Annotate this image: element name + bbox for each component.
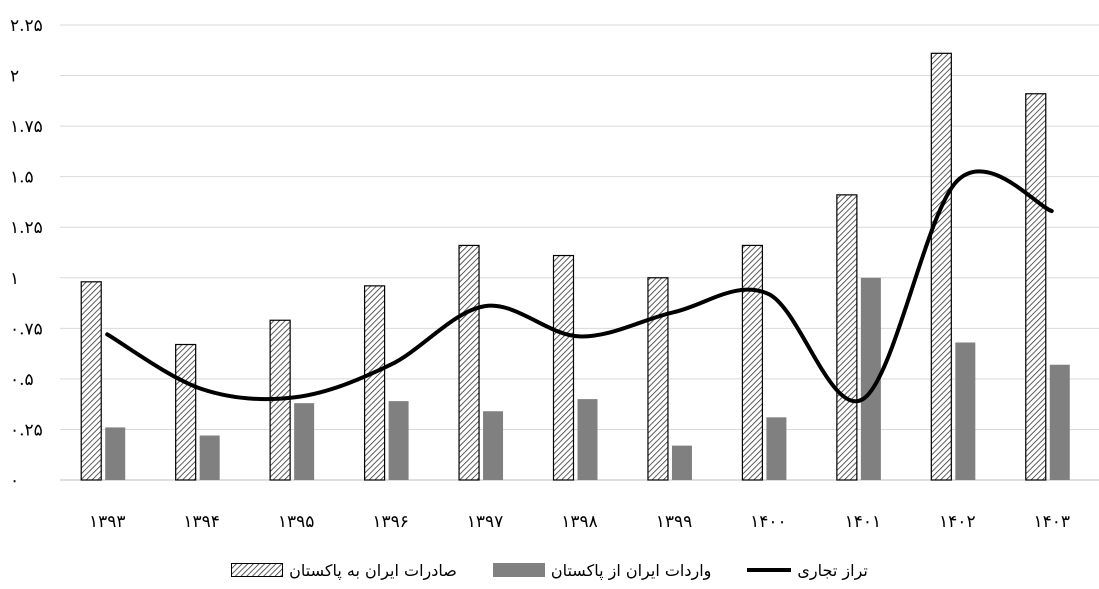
legend-label-balance: تراز تجاری (797, 560, 868, 580)
import-bar (577, 399, 598, 480)
x-tick-label: ۱۳۹۹ (656, 512, 693, 532)
y-tick-label: ۱.۵ (10, 168, 34, 188)
x-tick-label: ۱۴۰۰ (750, 512, 787, 532)
legend-swatch-imports (492, 563, 545, 577)
import-bar (483, 411, 504, 480)
bars (80, 52, 1070, 481)
x-tick-label: ۱۳۹۳ (89, 512, 126, 532)
import-bar (955, 342, 976, 480)
export-bar (836, 194, 858, 481)
y-tick-label: ۲.۲۵ (10, 16, 43, 36)
legend: تراز تجاری واردات ایران از پاکستان صادرا… (0, 556, 1099, 584)
legend-swatch-line (747, 568, 792, 572)
gridlines (60, 24, 1099, 481)
legend-label-exports: صادرات ایران به پاکستان (289, 560, 457, 580)
export-bar (458, 244, 480, 481)
export-bar (80, 281, 102, 481)
import-bar (199, 435, 220, 480)
x-tick-label: ۱۳۹۷ (467, 512, 504, 532)
export-bar (741, 244, 764, 481)
y-tick-label: ۲ (10, 67, 19, 87)
x-tick-label: ۱۳۹۸ (561, 512, 598, 532)
import-bar (671, 445, 692, 480)
legend-label-imports: واردات ایران از پاکستان (550, 560, 712, 580)
import-bar (766, 417, 787, 480)
import-bar (1049, 364, 1070, 480)
y-tick-label: ۱ (10, 269, 19, 289)
x-tick-label: ۱۴۰۲ (939, 512, 976, 532)
y-tick-label: ۱.۲۵ (10, 218, 43, 238)
legend-item-balance: تراز تجاری (747, 560, 868, 580)
import-bar (388, 401, 409, 480)
export-bar (175, 343, 197, 481)
y-tick-label: ۰.۲۵ (10, 420, 43, 440)
legend-swatch-exports (231, 563, 284, 577)
x-tick-label: ۱۳۹۵ (278, 512, 315, 532)
export-bar (363, 285, 386, 481)
x-axis-ticks: ۱۳۹۳ ۱۳۹۴ ۱۳۹۵ ۱۳۹۶ ۱۳۹۷ ۱۳۹۸ ۱۳۹۹ ۱۴۰۰ ۱۴۰۱ ۱۴۰۲… (89, 512, 1070, 532)
legend-item-exports: صادرات ایران به پاکستان (231, 561, 457, 580)
x-tick-label: ۱۴۰۳ (1034, 512, 1071, 532)
x-tick-label: ۱۳۹۶ (372, 512, 409, 532)
export-bar (1025, 93, 1047, 481)
trade-balance-line-group (105, 169, 1054, 404)
export-bar (930, 52, 952, 481)
export-bar (552, 254, 575, 481)
import-bar (294, 403, 315, 480)
export-bar (647, 277, 669, 481)
x-tick-label: ۱۳۹۴ (183, 512, 220, 532)
y-axis-ticks: ۰ ۰.۲۵ ۰.۵ ۰.۷۵ ۱ ۱.۲۵ ۱.۵ ۱.۷۵ ۲ ۲.۲۵ (10, 16, 43, 491)
y-tick-label: ۰.۵ (10, 370, 34, 390)
y-tick-label: ۰.۷۵ (10, 319, 43, 339)
import-bar (860, 277, 881, 480)
import-bar (105, 427, 126, 480)
y-tick-label: ۱.۷۵ (10, 117, 43, 137)
y-tick-label: ۰ (10, 471, 19, 491)
trade-balance-line (105, 169, 1054, 404)
legend-item-imports: واردات ایران از پاکستان (492, 560, 712, 580)
x-tick-label: ۱۴۰۱ (845, 512, 882, 532)
